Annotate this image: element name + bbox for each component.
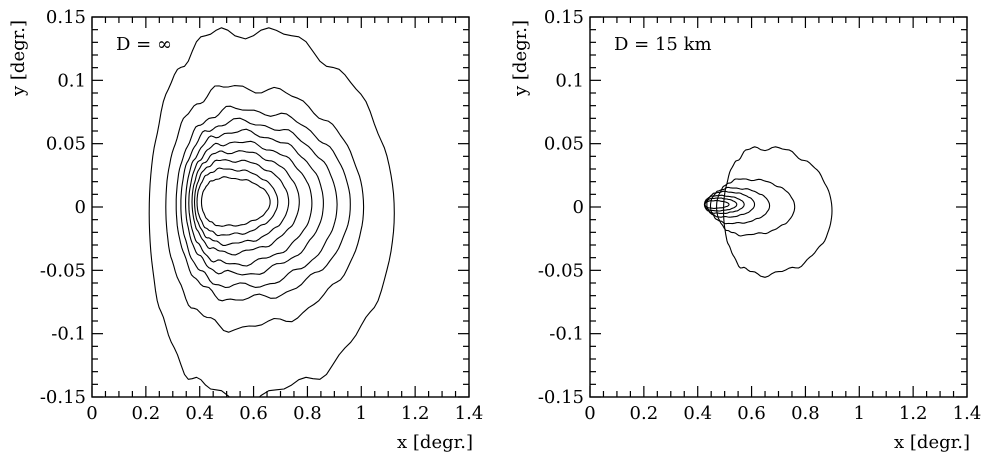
contour-line xyxy=(148,27,395,397)
panel-label-left: D = ∞ xyxy=(116,34,172,55)
contour-line xyxy=(175,105,351,302)
y-tick-label: 0.1 xyxy=(57,70,86,91)
y-tick-label: -0.15 xyxy=(40,387,86,408)
contour-line xyxy=(193,159,290,246)
y-tick-label: 0.05 xyxy=(544,134,584,155)
contour-line xyxy=(706,190,756,218)
y-tick-label: 0.15 xyxy=(544,7,584,28)
x-tick-label: 0.4 xyxy=(185,403,214,424)
contour-line xyxy=(704,197,738,212)
x-axis-label-right: x [degr.] xyxy=(894,432,970,453)
contour-line xyxy=(716,178,796,237)
contour-line xyxy=(709,186,771,225)
y-tick-label: -0.05 xyxy=(538,260,584,281)
ticks-left: 0 0.2 0.4 0.6 0.8 1 1.2 1.4 0.15 0.1 0.05 0 -0.05 -0.… xyxy=(40,7,483,424)
x-tick-label: 1 xyxy=(854,403,865,424)
y-axis-label-right: y [degr.] xyxy=(510,20,531,97)
contours-left xyxy=(148,27,395,397)
x-tick-label: 0.6 xyxy=(239,403,268,424)
contour-line xyxy=(723,146,833,278)
x-tick-label: 0.8 xyxy=(293,403,322,424)
contour-line xyxy=(200,176,271,227)
y-tick-label: 0 xyxy=(75,197,86,218)
y-tick-label: 0.1 xyxy=(555,70,584,91)
contour-line xyxy=(191,150,300,256)
x-axis-label-left: x [degr.] xyxy=(397,432,473,453)
contour-line xyxy=(165,85,365,333)
ticks-right: 0 0.2 0.4 0.6 0.8 1 1.2 1.4 0.15 0.1 0.05 0 -0.05 -0.… xyxy=(538,7,981,424)
y-tick-label: -0.1 xyxy=(51,324,86,345)
contour-line xyxy=(196,167,279,237)
y-axis-label-left: y [degr.] xyxy=(8,20,29,97)
contour-line xyxy=(180,117,338,289)
panel-left: 0 0.2 0.4 0.6 0.8 1 1.2 1.4 0.15 0.1 0.05 0 -0.05 -0.… xyxy=(8,7,483,453)
x-tick-label: 1.2 xyxy=(401,403,430,424)
x-tick-label: 0 xyxy=(584,403,595,424)
x-tick-label: 1.4 xyxy=(455,403,484,424)
y-tick-label: -0.15 xyxy=(538,387,584,408)
x-tick-label: 1.4 xyxy=(953,403,982,424)
x-tick-label: 0.2 xyxy=(132,403,161,424)
panel-label-right: D = 15 km xyxy=(614,34,712,55)
x-tick-label: 0 xyxy=(86,403,97,424)
y-tick-label: -0.1 xyxy=(549,324,584,345)
x-tick-label: 1.2 xyxy=(899,403,928,424)
y-tick-label: 0 xyxy=(573,197,584,218)
contour-line xyxy=(188,140,313,267)
panel-right: 0 0.2 0.4 0.6 0.8 1 1.2 1.4 0.15 0.1 0.05 0 -0.05 -0.… xyxy=(510,7,981,453)
y-tick-label: 0.15 xyxy=(46,7,86,28)
x-tick-label: 1 xyxy=(356,403,367,424)
contour-line xyxy=(704,200,730,209)
x-tick-label: 0.6 xyxy=(737,403,766,424)
contour-line xyxy=(185,128,324,276)
y-tick-label: -0.05 xyxy=(40,260,86,281)
plot-frame-left xyxy=(91,16,470,398)
y-tick-label: 0.05 xyxy=(46,134,86,155)
contours-right xyxy=(703,146,833,278)
plot-frame-right xyxy=(589,16,968,398)
x-tick-label: 0.4 xyxy=(683,403,712,424)
x-tick-label: 0.8 xyxy=(791,403,820,424)
x-tick-label: 0.2 xyxy=(630,403,659,424)
